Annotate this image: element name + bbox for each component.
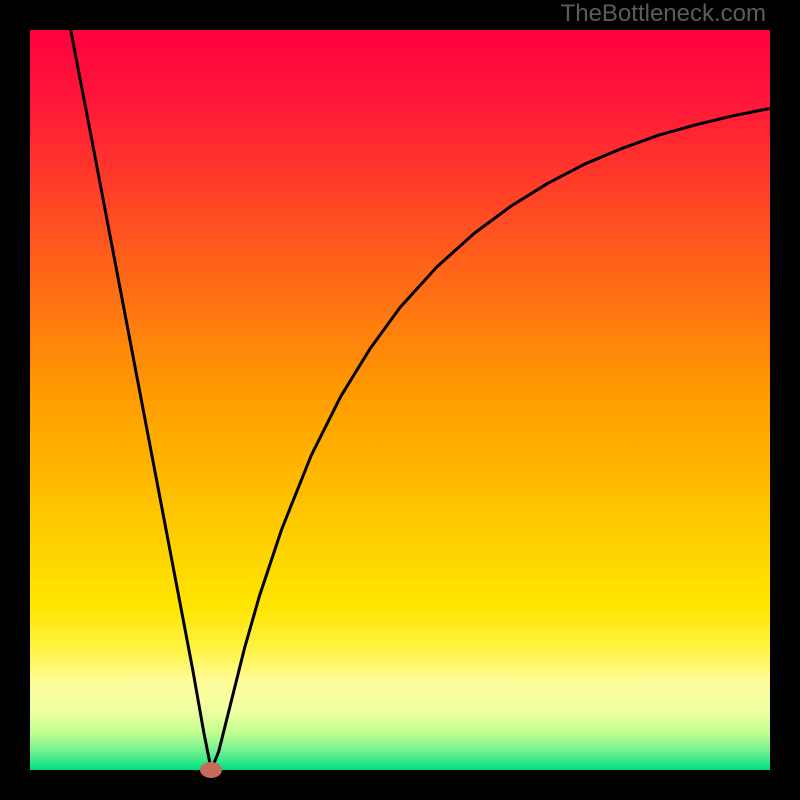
curve-layer [0, 0, 800, 800]
chart-container: TheBottleneck.com [0, 0, 800, 800]
watermark-text: TheBottleneck.com [561, 0, 766, 28]
bottleneck-curve [71, 30, 770, 770]
